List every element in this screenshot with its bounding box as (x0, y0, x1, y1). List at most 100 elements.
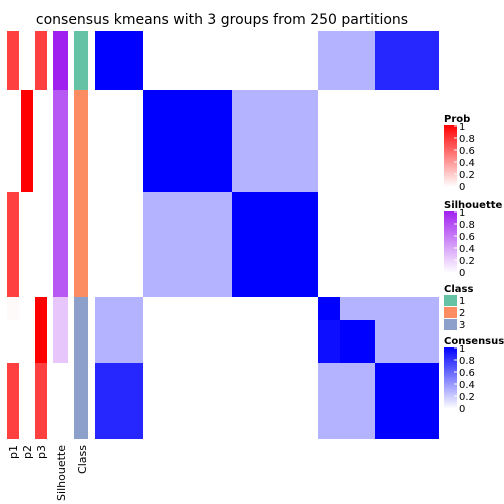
consensus-cell-1-5 (340, 31, 375, 90)
consensus-cell-4-1 (95, 297, 143, 320)
legends: Prob10.80.60.40.20Silhouette10.80.60.40.… (444, 114, 504, 415)
column-label-class: Class (76, 445, 89, 474)
consensus-cell-2-5 (340, 90, 375, 192)
consensus-cell-3-6 (375, 192, 439, 297)
legend-tick-label: 0.8 (459, 134, 475, 145)
legend-tick-label: 0.4 (459, 158, 475, 169)
column-label-p1: p1 (7, 445, 20, 459)
annotation-cell-p2-2 (21, 90, 33, 192)
annotation-cell-cls-6 (74, 363, 88, 439)
annotation-cell-silhouette-4 (53, 297, 68, 320)
annotation-cell-cls-5 (74, 320, 88, 363)
annotation-cell-p2-1 (21, 31, 33, 90)
legend-title: Consensus (444, 336, 504, 347)
consensus-cell-4-4 (318, 297, 340, 320)
legend-gradient-bar (444, 125, 457, 187)
legend-tick-label: 0.6 (459, 146, 475, 157)
annotation-cell-cls-2 (74, 90, 88, 192)
annotation-cell-silhouette-1 (53, 31, 68, 90)
annotation-cell-silhouette-5 (53, 320, 68, 363)
legend-tick-label: 0.8 (459, 220, 475, 231)
legend-tick-label: 0.2 (459, 170, 475, 181)
annotation-cell-p3-1 (35, 31, 47, 90)
legend-tick-label: 0.2 (459, 256, 475, 267)
consensus-cell-5-6 (375, 320, 439, 363)
legend-item-label: 3 (459, 320, 465, 331)
consensus-cell-5-3 (232, 320, 318, 363)
consensus-cell-2-4 (318, 90, 340, 192)
legend-tick-label: 0 (459, 404, 465, 415)
legend-gradient-bar (444, 211, 457, 273)
annotation-column-labels: p1 p2 p3 Silhouette Class (7, 445, 89, 501)
legend-title: Silhouette (444, 200, 503, 211)
consensus-cell-3-2 (143, 192, 232, 297)
column-label-silhouette: Silhouette (55, 445, 68, 501)
consensus-cell-1-6 (375, 31, 439, 90)
consensus-cell-5-1 (95, 320, 143, 363)
legend-gradient-bar (444, 347, 457, 409)
annotation-cell-p3-3 (35, 192, 47, 297)
legend-tick-label: 0.6 (459, 368, 475, 379)
consensus-cell-4-6 (375, 297, 439, 320)
annotation-cell-p1-6 (7, 363, 19, 439)
consensus-cell-5-5 (340, 320, 375, 363)
legend-item-label: 1 (459, 296, 465, 307)
column-label-p3: p3 (35, 445, 48, 459)
legend-tick-label: 0.4 (459, 380, 475, 391)
legend-tick-label: 0.4 (459, 244, 475, 255)
annotation-cell-p3-4 (35, 297, 47, 320)
legend-title: Prob (444, 114, 470, 125)
annotation-cell-p1-4 (7, 297, 19, 320)
annotation-cell-p2-5 (21, 320, 33, 363)
consensus-cell-6-5 (340, 363, 375, 439)
consensus-cell-2-2 (143, 90, 232, 192)
annotation-cell-p2-6 (21, 363, 33, 439)
annotation-cell-p1-2 (7, 90, 19, 192)
legend-item-label: 2 (459, 308, 465, 319)
consensus-cell-2-3 (232, 90, 318, 192)
annotation-cell-p1-3 (7, 192, 19, 297)
consensus-cell-3-5 (340, 192, 375, 297)
consensus-cell-1-3 (232, 31, 318, 90)
consensus-cell-5-2 (143, 320, 232, 363)
annotation-cell-p1-5 (7, 320, 19, 363)
legend-tick-label: 0.2 (459, 392, 475, 403)
annotation-cell-silhouette-3 (53, 192, 68, 297)
consensus-cell-3-4 (318, 192, 340, 297)
annotation-columns (7, 31, 88, 439)
consensus-cell-6-3 (232, 363, 318, 439)
consensus-cell-5-4 (318, 320, 340, 363)
annotation-cell-cls-3 (74, 192, 88, 297)
annotation-cell-p1-1 (7, 31, 19, 90)
consensus-cell-3-3 (232, 192, 318, 297)
consensus-cell-2-1 (95, 90, 143, 192)
consensus-cell-4-5 (340, 297, 375, 320)
annotation-cell-p2-4 (21, 297, 33, 320)
annotation-cell-cls-4 (74, 297, 88, 320)
annotation-cell-p3-6 (35, 363, 47, 439)
consensus-cell-6-1 (95, 363, 143, 439)
consensus-cell-1-4 (318, 31, 340, 90)
legend-tick-label: 0 (459, 182, 465, 193)
consensus-cell-1-2 (143, 31, 232, 90)
legend-swatch-class-1 (444, 295, 457, 306)
consensus-cell-1-1 (95, 31, 143, 90)
legend-tick-label: 1 (459, 344, 465, 355)
annotation-cell-p2-3 (21, 192, 33, 297)
consensus-cell-6-2 (143, 363, 232, 439)
annotation-cell-cls-1 (74, 31, 88, 90)
legend-title: Class (444, 284, 473, 295)
legend-tick-label: 0.6 (459, 232, 475, 243)
annotation-cell-silhouette-2 (53, 90, 68, 192)
consensus-cell-4-2 (143, 297, 232, 320)
chart-title: consensus kmeans with 3 groups from 250 … (36, 12, 408, 28)
annotation-cell-p3-5 (35, 320, 47, 363)
legend-swatch-class-2 (444, 307, 457, 318)
consensus-cell-2-6 (375, 90, 439, 192)
consensus-cell-3-1 (95, 192, 143, 297)
